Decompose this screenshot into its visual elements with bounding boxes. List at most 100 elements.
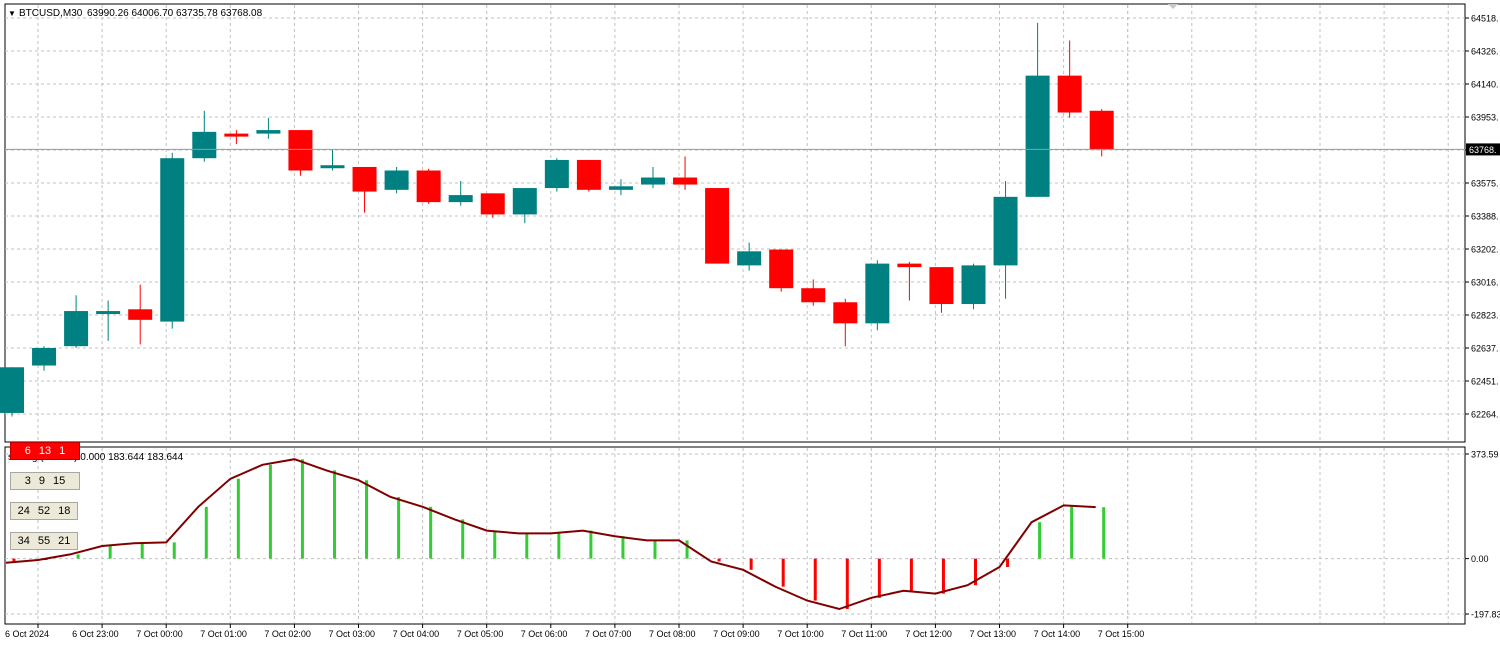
current-price-label: 63768. [1469,145,1497,155]
time-tick-label: 7 Oct 02:00 [264,629,311,639]
candle-body [833,302,858,324]
candle-body [1089,110,1114,150]
time-tick-label: 7 Oct 01:00 [200,629,247,639]
indicator-pane[interactable] [4,446,1466,625]
candle-body [0,367,24,413]
candle-body [993,196,1018,266]
candle-body [448,195,473,203]
candle [352,166,377,213]
candle [64,295,89,348]
price-tick-label: 62451. [1471,377,1499,387]
candle [512,188,537,224]
preset-button-3[interactable]: 24 52 18 [10,502,78,520]
chart-shift-marker-icon[interactable] [1168,4,1178,9]
symbol-dropdown-arrow[interactable]: ▼ [8,9,16,18]
symbol-label: BTCUSD,M30 [19,8,83,19]
candle-body [480,193,505,215]
candle-body [416,170,441,203]
candle-body [32,347,57,366]
price-tick-label: 62637. [1471,344,1499,354]
preset-value: 1 [59,445,66,457]
preset-value: 6 [24,445,31,457]
candle-body [96,311,121,315]
candle-body [128,309,153,320]
price-tick-label: 63388. [1471,212,1499,222]
price-tick-label: 62823. [1471,311,1499,321]
time-tick-label: 6 Oct 2024 [5,629,49,639]
current-price-badge [1466,143,1500,156]
candle-body [256,130,281,134]
time-tick-label: 7 Oct 06:00 [521,629,568,639]
indicator-title: setting (0 0 0 0) 0.000 183.644 183.644 [8,452,184,463]
candle [833,298,858,347]
preset-button-4[interactable]: 34 55 21 [10,532,78,550]
candle [1057,40,1082,118]
candle-body [961,265,986,305]
candle [448,181,473,206]
candle [705,188,730,264]
time-tick-label: 7 Oct 14:00 [1034,629,1081,639]
time-tick-label: 7 Oct 07:00 [585,629,632,639]
candle [224,130,249,145]
candle-body [801,288,826,303]
candles [0,22,1114,417]
preset-value: 55 [37,535,51,547]
price-tick-label: 62264. [1471,410,1499,420]
candle [993,181,1018,299]
indicator-tick-label: -197.83 [1471,610,1500,620]
candle [1089,109,1114,157]
candle [769,249,794,292]
time-tick-label: 7 Oct 11:00 [841,629,887,639]
price-tick-label: 64140. [1471,80,1499,90]
candle-body [160,158,185,322]
candle-body [673,177,698,185]
candle [737,242,762,271]
candle-body [865,263,890,324]
candle [1025,22,1050,197]
candle-body [1025,75,1050,197]
candle-body [64,311,89,347]
preset-value: 24 [17,505,30,517]
time-tick-label: 7 Oct 00:00 [136,629,183,639]
time-tick-label: 6 Oct 23:00 [72,629,119,639]
candle-body [929,267,954,305]
candle-body [1057,75,1082,113]
preset-value: 21 [58,535,71,547]
indicator-tick-label: 0.00 [1471,554,1489,564]
candle-body [544,159,569,189]
time-axis: 6 Oct 2024 6 Oct 23:00 7 Oct 00:00 7 Oct 01… [5,624,1144,639]
candle-body [608,186,633,190]
time-tick-label: 7 Oct 08:00 [649,629,696,639]
candle [961,263,986,310]
time-tick-label: 7 Oct 09:00 [713,629,760,639]
time-tick-label: 7 Oct 13:00 [970,629,1017,639]
preset-value: 3 [24,475,31,487]
signal-polyline [5,458,1096,611]
price-tick-label: 63016. [1471,278,1499,288]
candle-body [512,188,537,215]
candle [384,166,409,194]
candle-body [705,188,730,264]
candle-body [897,263,922,268]
candle [641,166,665,189]
candle [0,367,24,417]
candle [576,159,601,192]
candle [128,284,153,345]
grid [5,5,1465,623]
candle-body [641,177,665,185]
preset-value: 34 [17,535,30,547]
candle [96,300,121,341]
time-tick-label: 7 Oct 03:00 [329,629,376,639]
preset-value: 9 [38,475,45,487]
candle [320,149,345,171]
preset-button-1[interactable]: 6 13 1 [10,442,80,460]
time-tick-label: 7 Oct 15:00 [1098,629,1145,639]
preset-value: 18 [58,505,71,517]
candle-body [769,249,794,289]
preset-button-2[interactable]: 3 9 15 [10,472,80,490]
main-pane[interactable] [4,3,1466,443]
candle [160,152,185,329]
price-tick-label: 64518. [1471,14,1499,24]
